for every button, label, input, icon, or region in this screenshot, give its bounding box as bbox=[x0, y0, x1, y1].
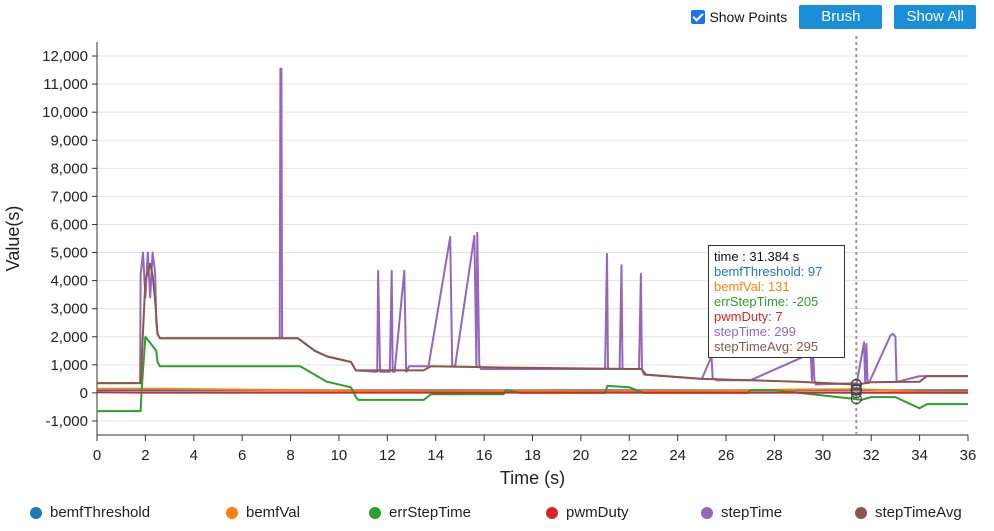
toolbar: Show Points Brush Show All bbox=[691, 5, 976, 29]
hover-point-pwmDuty bbox=[850, 387, 862, 399]
x-tick-label: 28 bbox=[766, 447, 783, 464]
x-tick-label: 26 bbox=[718, 447, 735, 464]
legend-swatch bbox=[701, 506, 713, 519]
y-tick-label: -1,000 bbox=[45, 413, 88, 430]
legend-item-errStepTime[interactable]: errStepTime bbox=[369, 504, 471, 521]
legend-label: pwmDuty bbox=[566, 504, 629, 521]
hover-point-errStepTime bbox=[850, 393, 862, 405]
y-tick-label: 7,000 bbox=[50, 188, 88, 205]
x-tick-label: 24 bbox=[669, 447, 686, 464]
series-line-stepTimeAvg bbox=[97, 262, 968, 386]
x-tick-label: 34 bbox=[911, 447, 928, 464]
show-all-button[interactable]: Show All bbox=[894, 5, 976, 29]
legend-swatch bbox=[30, 506, 42, 519]
legend-swatch bbox=[855, 506, 867, 519]
y-tick-label: 12,000 bbox=[42, 48, 88, 65]
x-tick-label: 2 bbox=[141, 447, 149, 464]
legend-swatch bbox=[546, 506, 558, 519]
series-line-bemfVal bbox=[97, 387, 969, 393]
brush-button[interactable]: Brush bbox=[799, 5, 883, 29]
series-line-stepTime bbox=[97, 67, 968, 386]
y-tick-label: 6,000 bbox=[50, 216, 88, 233]
tooltip-line: bemfThreshold: 97 bbox=[714, 264, 823, 279]
x-tick-label: 14 bbox=[427, 447, 444, 464]
x-tick-label: 30 bbox=[814, 447, 831, 464]
x-tick-label: 20 bbox=[573, 447, 590, 464]
y-tick-label: 2,000 bbox=[50, 329, 88, 346]
y-tick-label: 10,000 bbox=[42, 104, 88, 121]
legend-label: bemfVal bbox=[246, 504, 300, 521]
x-tick-label: 16 bbox=[476, 447, 493, 464]
legend-item-stepTime[interactable]: stepTime bbox=[701, 504, 782, 521]
tooltip-line: bemfVal: 131 bbox=[714, 279, 790, 294]
tooltip-line: errStepTime: -205 bbox=[714, 294, 819, 309]
legend-swatch bbox=[226, 506, 238, 519]
legend-label: errStepTime bbox=[389, 504, 471, 521]
tooltip-line: stepTimeAvg: 295 bbox=[714, 339, 819, 354]
legend-item-bemfVal[interactable]: bemfVal bbox=[226, 504, 300, 521]
legend-item-bemfThreshold[interactable]: bemfThreshold bbox=[30, 504, 150, 521]
y-tick-label: 1,000 bbox=[50, 357, 88, 374]
y-tick-label: 4,000 bbox=[50, 273, 88, 290]
x-tick-label: 22 bbox=[621, 447, 638, 464]
y-tick-label: 8,000 bbox=[50, 160, 88, 177]
x-axis-label: Time (s) bbox=[500, 468, 565, 488]
show-points-toggle[interactable]: Show Points bbox=[691, 9, 787, 25]
x-tick-label: 10 bbox=[331, 447, 348, 464]
show-points-checkbox[interactable] bbox=[691, 10, 706, 24]
series-line-errStepTime bbox=[97, 335, 968, 413]
tooltip-line: stepTime: 299 bbox=[714, 324, 796, 339]
show-points-label: Show Points bbox=[709, 9, 788, 25]
legend-label: stepTimeAvg bbox=[875, 504, 962, 521]
x-tick-label: 18 bbox=[524, 447, 541, 464]
y-tick-label: 3,000 bbox=[50, 301, 88, 318]
legend-swatch bbox=[369, 506, 381, 519]
y-axis-label: Value(s) bbox=[3, 206, 23, 272]
y-tick-label: 0 bbox=[80, 385, 88, 402]
legend-label: bemfThreshold bbox=[50, 504, 151, 521]
x-tick-label: 36 bbox=[960, 447, 977, 464]
legend-item-stepTimeAvg[interactable]: stepTimeAvg bbox=[855, 504, 962, 521]
x-tick-label: 0 bbox=[93, 447, 101, 464]
hover-point-stepTimeAvg bbox=[850, 379, 862, 391]
x-tick-label: 6 bbox=[238, 447, 246, 464]
x-tick-label: 32 bbox=[863, 447, 880, 464]
y-tick-label: 11,000 bbox=[43, 76, 88, 93]
tooltip-line: pwmDuty: 7 bbox=[714, 309, 783, 324]
hover-tooltip: time : 31.384 s bemfThreshold: 97 bemfVal… bbox=[708, 245, 845, 358]
legend-label: stepTime bbox=[721, 504, 783, 521]
legend-item-pwmDuty[interactable]: pwmDuty bbox=[546, 504, 629, 521]
x-tick-label: 4 bbox=[190, 447, 198, 464]
y-tick-label: 5,000 bbox=[50, 245, 88, 262]
chart-legend: bemfThreshold bemfVal errStepTime pwmDuty st… bbox=[0, 500, 994, 524]
tooltip-time: time : 31.384 s bbox=[714, 249, 800, 264]
x-tick-label: 8 bbox=[286, 447, 294, 464]
x-tick-label: 12 bbox=[379, 447, 396, 464]
y-tick-label: 9,000 bbox=[50, 132, 88, 149]
